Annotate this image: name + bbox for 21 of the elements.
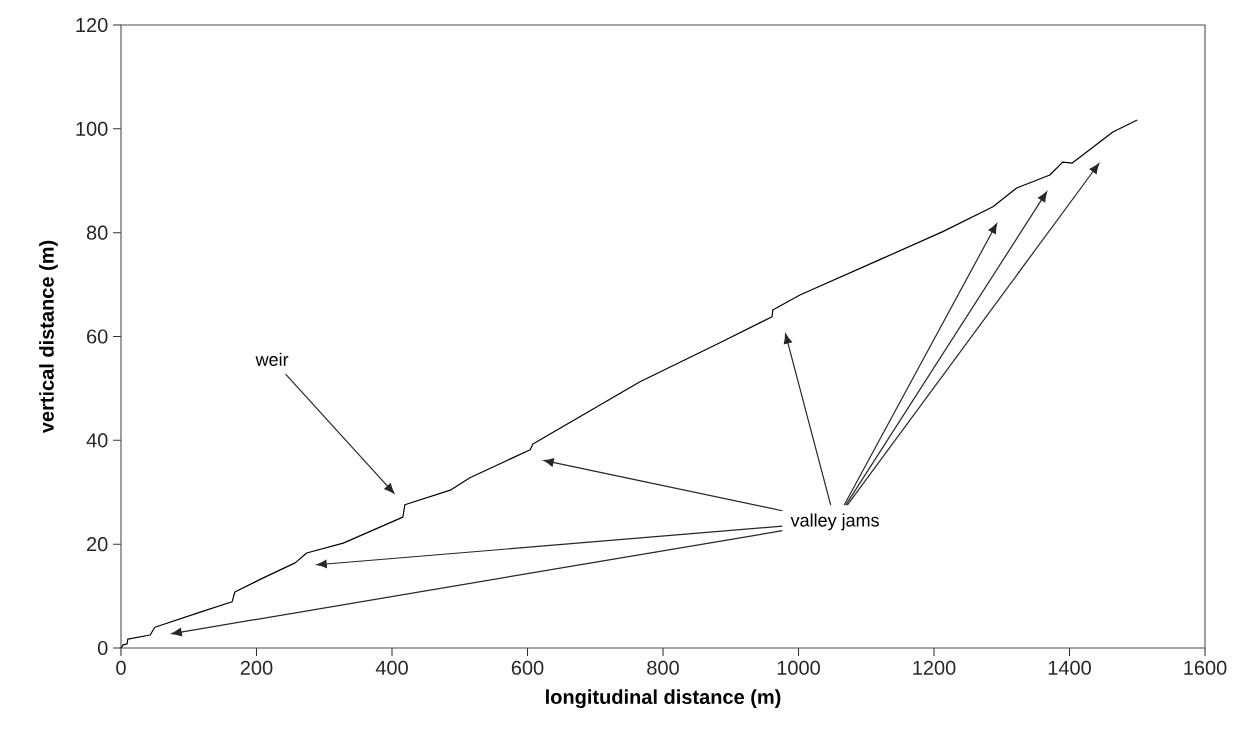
- x-tick-label: 1000: [777, 660, 820, 675]
- y-axis-title: vertical distance (m): [39, 240, 58, 434]
- annotation: valley jams: [790, 513, 879, 531]
- x-tick-label: 1200: [913, 660, 956, 675]
- x-tick-label: 1400: [1048, 660, 1091, 675]
- y-tick-label: 120: [76, 17, 108, 33]
- y-tick-label: 80: [86, 225, 108, 240]
- y-tick-label: 60: [87, 329, 108, 344]
- y-tick-label: 100: [76, 121, 108, 136]
- x-tick-label: 0: [116, 660, 126, 675]
- x-tick-label: 1600: [1184, 660, 1227, 675]
- line-series: [120, 119, 1138, 649]
- y-tick-label: 20: [87, 537, 108, 552]
- y-tick-label: 40: [86, 433, 108, 448]
- y-tick-label: 0: [97, 640, 108, 656]
- annotation: weir: [255, 352, 289, 366]
- x-tick-label: 400: [375, 660, 408, 675]
- x-tick-label: 800: [647, 660, 679, 675]
- x-axis-title: longitudinal distance (m): [546, 689, 781, 709]
- x-tick-label: 200: [240, 660, 273, 675]
- x-tick-label: 600: [511, 660, 544, 675]
